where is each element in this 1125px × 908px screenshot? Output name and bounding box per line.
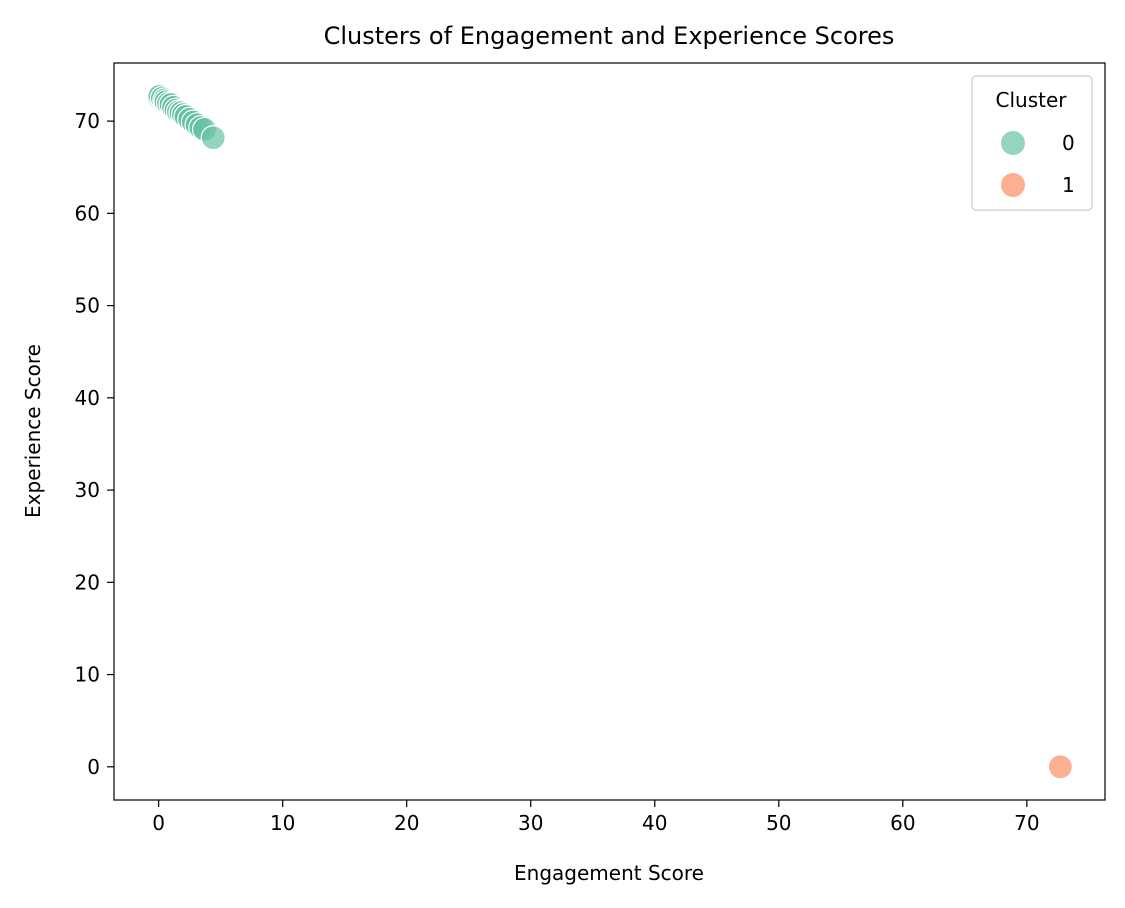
legend-label-cluster-0: 0 (1062, 131, 1075, 155)
x-tick-label: 0 (152, 811, 165, 835)
y-axis-ticks: 0 10 20 30 40 50 60 70 (75, 109, 114, 779)
x-tick-label: 70 (1014, 811, 1039, 835)
x-tick-label: 10 (270, 811, 295, 835)
x-axis-label: Engagement Score (514, 861, 704, 885)
x-tick-label: 60 (890, 811, 915, 835)
y-tick-label: 0 (87, 755, 100, 779)
x-axis-ticks: 0 10 20 30 40 50 60 70 (152, 800, 1040, 835)
y-tick-label: 20 (75, 570, 100, 594)
y-tick-label: 60 (75, 201, 100, 225)
scatter-points (146, 83, 1073, 780)
x-tick-label: 30 (518, 811, 543, 835)
x-tick-label: 40 (642, 811, 667, 835)
legend-title: Cluster (996, 88, 1068, 112)
data-point-cluster-0 (200, 125, 226, 151)
x-tick-label: 20 (394, 811, 419, 835)
y-axis-label: Experience Score (21, 344, 45, 518)
plot-area (114, 63, 1105, 800)
plot-frame (113, 62, 1106, 801)
y-tick-label: 50 (75, 294, 100, 318)
legend: Cluster 0 1 (971, 75, 1093, 211)
legend-marker-cluster-1 (1001, 173, 1025, 197)
y-tick-label: 30 (75, 478, 100, 502)
y-tick-label: 70 (75, 109, 100, 133)
data-point-cluster-1 (1047, 754, 1073, 780)
y-tick-label: 10 (75, 663, 100, 687)
x-tick-label: 50 (766, 811, 791, 835)
legend-marker-cluster-0 (1001, 131, 1025, 155)
y-tick-label: 40 (75, 386, 100, 410)
legend-box (971, 75, 1093, 211)
legend-label-cluster-1: 1 (1062, 173, 1075, 197)
chart-title: Clusters of Engagement and Experience Sc… (324, 22, 895, 50)
